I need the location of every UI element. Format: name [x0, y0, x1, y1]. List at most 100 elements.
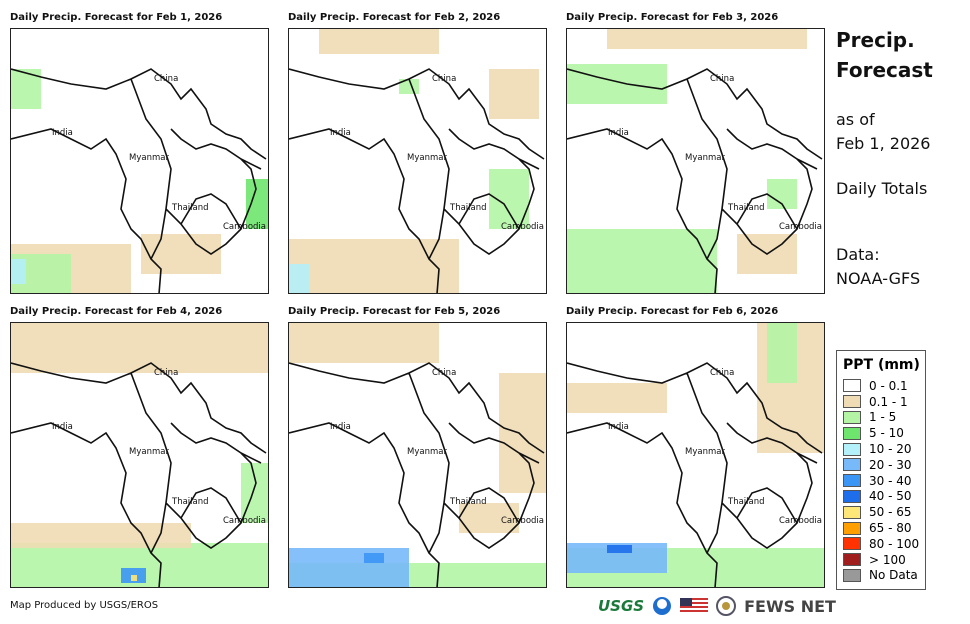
country-label: Cambodia: [223, 222, 266, 232]
precip-area: [11, 523, 191, 548]
country-label: China: [432, 74, 457, 84]
country-label: Myanmar: [407, 153, 447, 163]
data-source: NOAA-GFS: [836, 269, 921, 288]
state-dept-seal-icon: [716, 596, 737, 616]
legend-label: 80 - 100: [869, 536, 920, 551]
legend-item: 0 - 0.1: [843, 378, 919, 394]
precip-area: [11, 259, 26, 284]
country-label: Myanmar: [685, 447, 725, 457]
legend-label: 65 - 80: [869, 521, 912, 536]
legend-swatch: [843, 395, 861, 409]
panel-title: Daily Precip. Forecast for Feb 2, 2026: [288, 12, 501, 23]
country-label: Cambodia: [779, 516, 822, 526]
country-borders: [567, 68, 823, 293]
legend-item: 1 - 5: [843, 410, 919, 426]
legend-item: 10 - 20: [843, 441, 919, 457]
legend-swatch: [843, 442, 861, 456]
legend-item: 40 - 50: [843, 489, 919, 505]
totals-label: Daily Totals: [836, 179, 928, 198]
legend-item: > 100: [843, 552, 919, 568]
precip-area: [767, 323, 797, 383]
legend-item: 0.1 - 1: [843, 394, 919, 410]
legend-swatch: [843, 426, 861, 440]
precip-area: [607, 545, 632, 553]
precip-area: [567, 64, 667, 104]
legend-swatch: [843, 568, 861, 582]
country-label: Thailand: [728, 203, 765, 213]
country-borders: [289, 362, 545, 587]
country-label: Thailand: [728, 497, 765, 507]
legend-label: > 100: [869, 552, 906, 567]
data-label: Data:: [836, 245, 880, 264]
as-of-date: Feb 1, 2026: [836, 134, 931, 153]
precip-area: [289, 239, 459, 293]
precip-area: [567, 383, 667, 413]
country-label: Cambodia: [501, 516, 544, 526]
legend-item: No Data: [843, 568, 919, 584]
usgs-logo: USGS: [598, 597, 645, 615]
country-label: Thailand: [172, 203, 209, 213]
side-title-1: Precip.: [836, 28, 915, 52]
legend-label: 50 - 65: [869, 505, 912, 520]
country-label: Cambodia: [223, 516, 266, 526]
precip-area: [131, 575, 137, 581]
precip-area: [319, 29, 439, 54]
precip-area: [289, 264, 309, 293]
legend-swatch: [843, 537, 861, 551]
country-label: Thailand: [450, 203, 487, 213]
legend-swatch: [843, 474, 861, 488]
legend-label: 0 - 0.1: [869, 378, 908, 393]
country-label: China: [432, 368, 457, 378]
legend-label: 10 - 20: [869, 442, 912, 457]
country-label: China: [154, 74, 179, 84]
country-label: China: [710, 368, 735, 378]
fews-net-logo: FEWS NET: [744, 596, 836, 616]
country-label: Myanmar: [129, 447, 169, 457]
precip-area: [246, 179, 268, 229]
panel-title: Daily Precip. Forecast for Feb 3, 2026: [566, 12, 779, 23]
forecast-map-day-6: China India Myanmar Thailand Cambodia: [566, 322, 825, 588]
legend-label: 5 - 10: [869, 426, 904, 441]
legend-swatch: [843, 458, 861, 472]
legend-item: 30 - 40: [843, 473, 919, 489]
forecast-map-day-2: China India Myanmar Thailand Cambodia: [288, 28, 547, 294]
legend-swatch: [843, 410, 861, 424]
country-label: Myanmar: [685, 153, 725, 163]
country-label: India: [330, 128, 351, 138]
forecast-map-day-4: China India Myanmar Thailand Cambodia: [10, 322, 269, 588]
country-borders: [11, 68, 267, 293]
legend-label: 1 - 5: [869, 410, 897, 425]
country-label: Thailand: [172, 497, 209, 507]
country-label: India: [52, 422, 73, 432]
precip-area: [289, 548, 409, 587]
country-label: China: [154, 368, 179, 378]
country-borders: [11, 362, 267, 587]
country-label: Cambodia: [501, 222, 544, 232]
noaa-logo-icon: [653, 597, 672, 615]
precip-area: [489, 69, 539, 119]
precip-area: [11, 323, 268, 373]
country-label: India: [608, 422, 629, 432]
legend-swatch: [843, 489, 861, 503]
precip-area: [459, 503, 519, 533]
logo-bar: USGS FEWS NET: [598, 596, 836, 616]
precip-area: [364, 553, 384, 563]
country-label: India: [608, 128, 629, 138]
panel-title: Daily Precip. Forecast for Feb 4, 2026: [10, 306, 223, 317]
precip-area: [567, 229, 717, 293]
forecast-map-day-5: China India Myanmar Thailand Cambodia: [288, 322, 547, 588]
legend-label: 20 - 30: [869, 457, 912, 472]
legend-label: No Data: [869, 568, 918, 583]
credit-text: Map Produced by USGS/EROS: [10, 600, 159, 611]
legend-swatch: [843, 505, 861, 519]
side-title-2: Forecast: [836, 58, 933, 82]
country-label: Thailand: [450, 497, 487, 507]
legend-item: 65 - 80: [843, 520, 919, 536]
legend-item: 80 - 100: [843, 536, 919, 552]
country-label: China: [710, 74, 735, 84]
legend-item: 20 - 30: [843, 457, 919, 473]
us-flag-icon: [680, 598, 709, 614]
forecast-map-day-1: China India Myanmar Thailand Cambodia: [10, 28, 269, 294]
